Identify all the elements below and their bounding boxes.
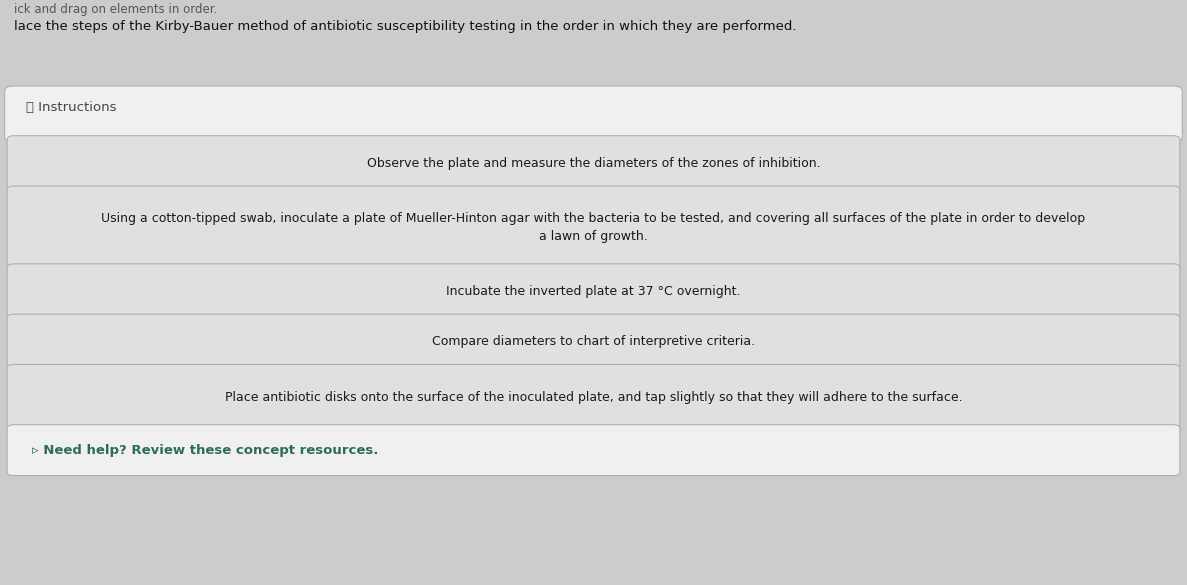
Text: ick and drag on elements in order.: ick and drag on elements in order. [14,3,217,16]
Text: Observe the plate and measure the diameters of the zones of inhibition.: Observe the plate and measure the diamet… [367,157,820,170]
Text: ⓘ Instructions: ⓘ Instructions [26,101,116,113]
Text: lace the steps of the Kirby-Bauer method of antibiotic susceptibility testing in: lace the steps of the Kirby-Bauer method… [14,20,796,33]
FancyBboxPatch shape [7,314,1180,370]
FancyBboxPatch shape [7,186,1180,269]
FancyBboxPatch shape [7,364,1180,430]
FancyBboxPatch shape [7,425,1180,476]
FancyBboxPatch shape [7,264,1180,319]
Text: Place antibiotic disks onto the surface of the inoculated plate, and tap slightl: Place antibiotic disks onto the surface … [224,391,963,404]
Text: ▹ Need help? Review these concept resources.: ▹ Need help? Review these concept resour… [32,443,379,457]
Text: Using a cotton-tipped swab, inoculate a plate of Mueller-Hinton agar with the ba: Using a cotton-tipped swab, inoculate a … [101,212,1086,243]
FancyBboxPatch shape [7,136,1180,191]
FancyBboxPatch shape [5,86,1182,142]
Text: Incubate the inverted plate at 37 °C overnight.: Incubate the inverted plate at 37 °C ove… [446,285,741,298]
Text: Compare diameters to chart of interpretive criteria.: Compare diameters to chart of interpreti… [432,335,755,349]
